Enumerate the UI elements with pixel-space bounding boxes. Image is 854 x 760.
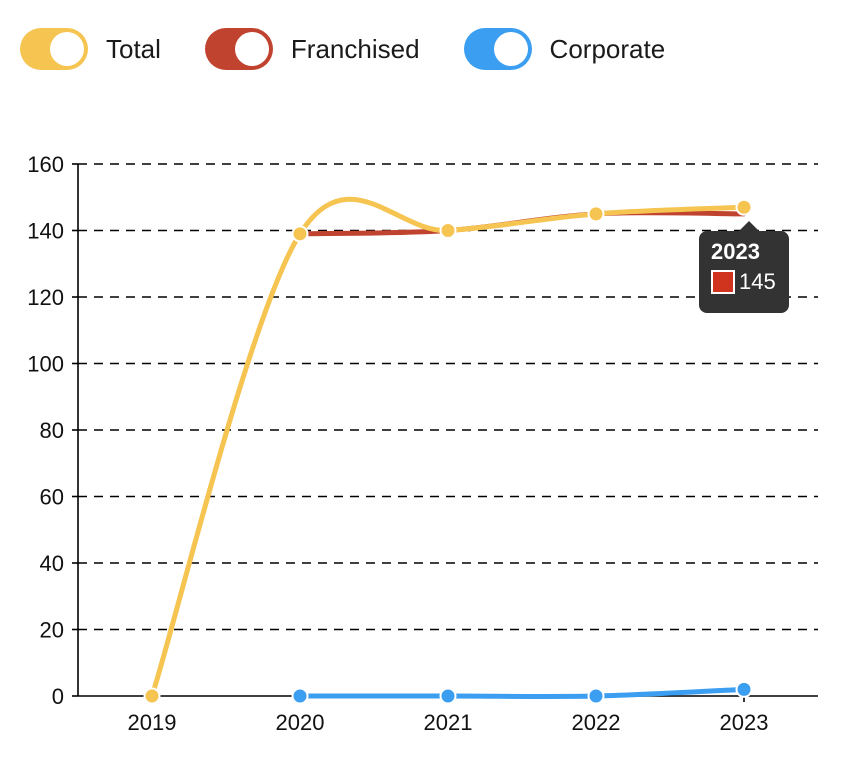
legend-label-franchised: Franchised — [290, 33, 420, 64]
y-tick-label: 40 — [40, 551, 64, 576]
y-tick-label: 80 — [40, 418, 64, 443]
tooltip-row: 145 — [711, 267, 777, 297]
toggle-total[interactable] — [20, 28, 88, 70]
data-point-total — [587, 205, 605, 223]
toggle-knob — [50, 32, 84, 66]
x-tick-label: 2022 — [572, 710, 621, 735]
data-point-total — [439, 222, 457, 239]
data-point-corporate — [291, 687, 309, 705]
y-tick-label: 20 — [40, 618, 64, 643]
series-line-corporate — [297, 686, 747, 699]
y-tick-label: 120 — [27, 285, 64, 310]
x-tick-label: 2020 — [276, 710, 325, 735]
data-point-total — [143, 687, 161, 705]
toggle-knob — [234, 32, 269, 66]
y-tick-label: 100 — [27, 352, 64, 377]
x-tick-label: 2019 — [128, 710, 177, 735]
x-tick-label: 2021 — [424, 710, 473, 735]
toggle-franchised[interactable] — [204, 28, 273, 70]
legend-label-corporate: Corporate — [549, 33, 666, 64]
y-tick-label: 160 — [27, 152, 64, 177]
y-tick-label: 60 — [40, 485, 64, 510]
y-tick-label: 0 — [52, 684, 64, 709]
series-line-total — [149, 196, 747, 699]
legend-item-franchised[interactable]: Franchised — [204, 28, 420, 70]
tooltip-value: 145 — [739, 269, 776, 294]
legend: Total Franchised Corporate — [20, 27, 665, 71]
tooltip-title: 2023 — [711, 239, 760, 264]
y-tick-label: 140 — [27, 219, 64, 244]
data-point-corporate — [735, 680, 753, 698]
legend-item-corporate[interactable]: Corporate — [463, 28, 666, 70]
data-point-total — [291, 225, 309, 243]
tooltip-swatch — [711, 270, 735, 294]
chart-tooltip: 2023 145 — [699, 221, 789, 313]
toggle-corporate[interactable] — [463, 28, 532, 70]
x-tick-label: 2023 — [720, 710, 769, 735]
legend-label-total: Total — [106, 33, 161, 64]
data-point-corporate — [587, 687, 605, 705]
legend-item-total[interactable]: Total — [20, 28, 161, 70]
toggle-knob — [493, 32, 528, 66]
data-point-corporate — [439, 687, 457, 705]
data-point-total — [735, 198, 753, 216]
